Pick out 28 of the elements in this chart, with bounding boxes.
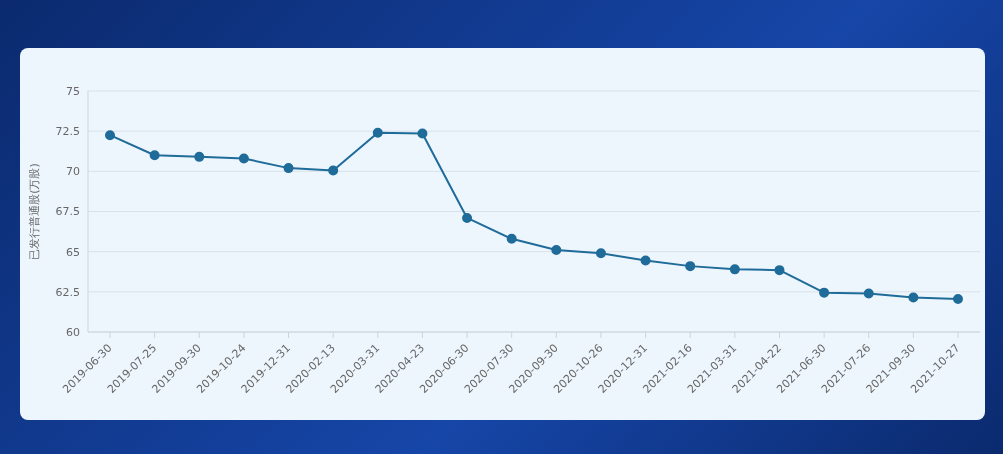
point xyxy=(283,163,294,174)
point xyxy=(238,153,249,164)
point xyxy=(328,165,339,176)
y-tick-label: 65 xyxy=(66,245,80,259)
point xyxy=(417,128,428,139)
point xyxy=(640,255,651,266)
y-tick-label: 62.5 xyxy=(55,285,80,299)
y-tick-label: 60 xyxy=(66,325,80,339)
point xyxy=(774,265,785,276)
point xyxy=(506,233,517,244)
point xyxy=(372,127,383,138)
point xyxy=(863,288,874,299)
point xyxy=(194,151,205,162)
point xyxy=(729,264,740,275)
point xyxy=(908,292,919,303)
y-tick-label: 72.5 xyxy=(55,125,80,139)
point xyxy=(551,245,562,256)
y-tick-label: 75 xyxy=(66,84,80,98)
y-tick-label: 70 xyxy=(66,165,80,179)
point xyxy=(953,294,963,305)
y-tick-label: 67.5 xyxy=(55,205,80,219)
point xyxy=(105,130,115,141)
point xyxy=(595,248,606,259)
y-axis-title: 已发行普通股(万股) xyxy=(27,163,41,260)
point xyxy=(685,261,696,272)
point xyxy=(149,150,160,161)
point xyxy=(462,212,473,223)
point xyxy=(819,287,830,298)
